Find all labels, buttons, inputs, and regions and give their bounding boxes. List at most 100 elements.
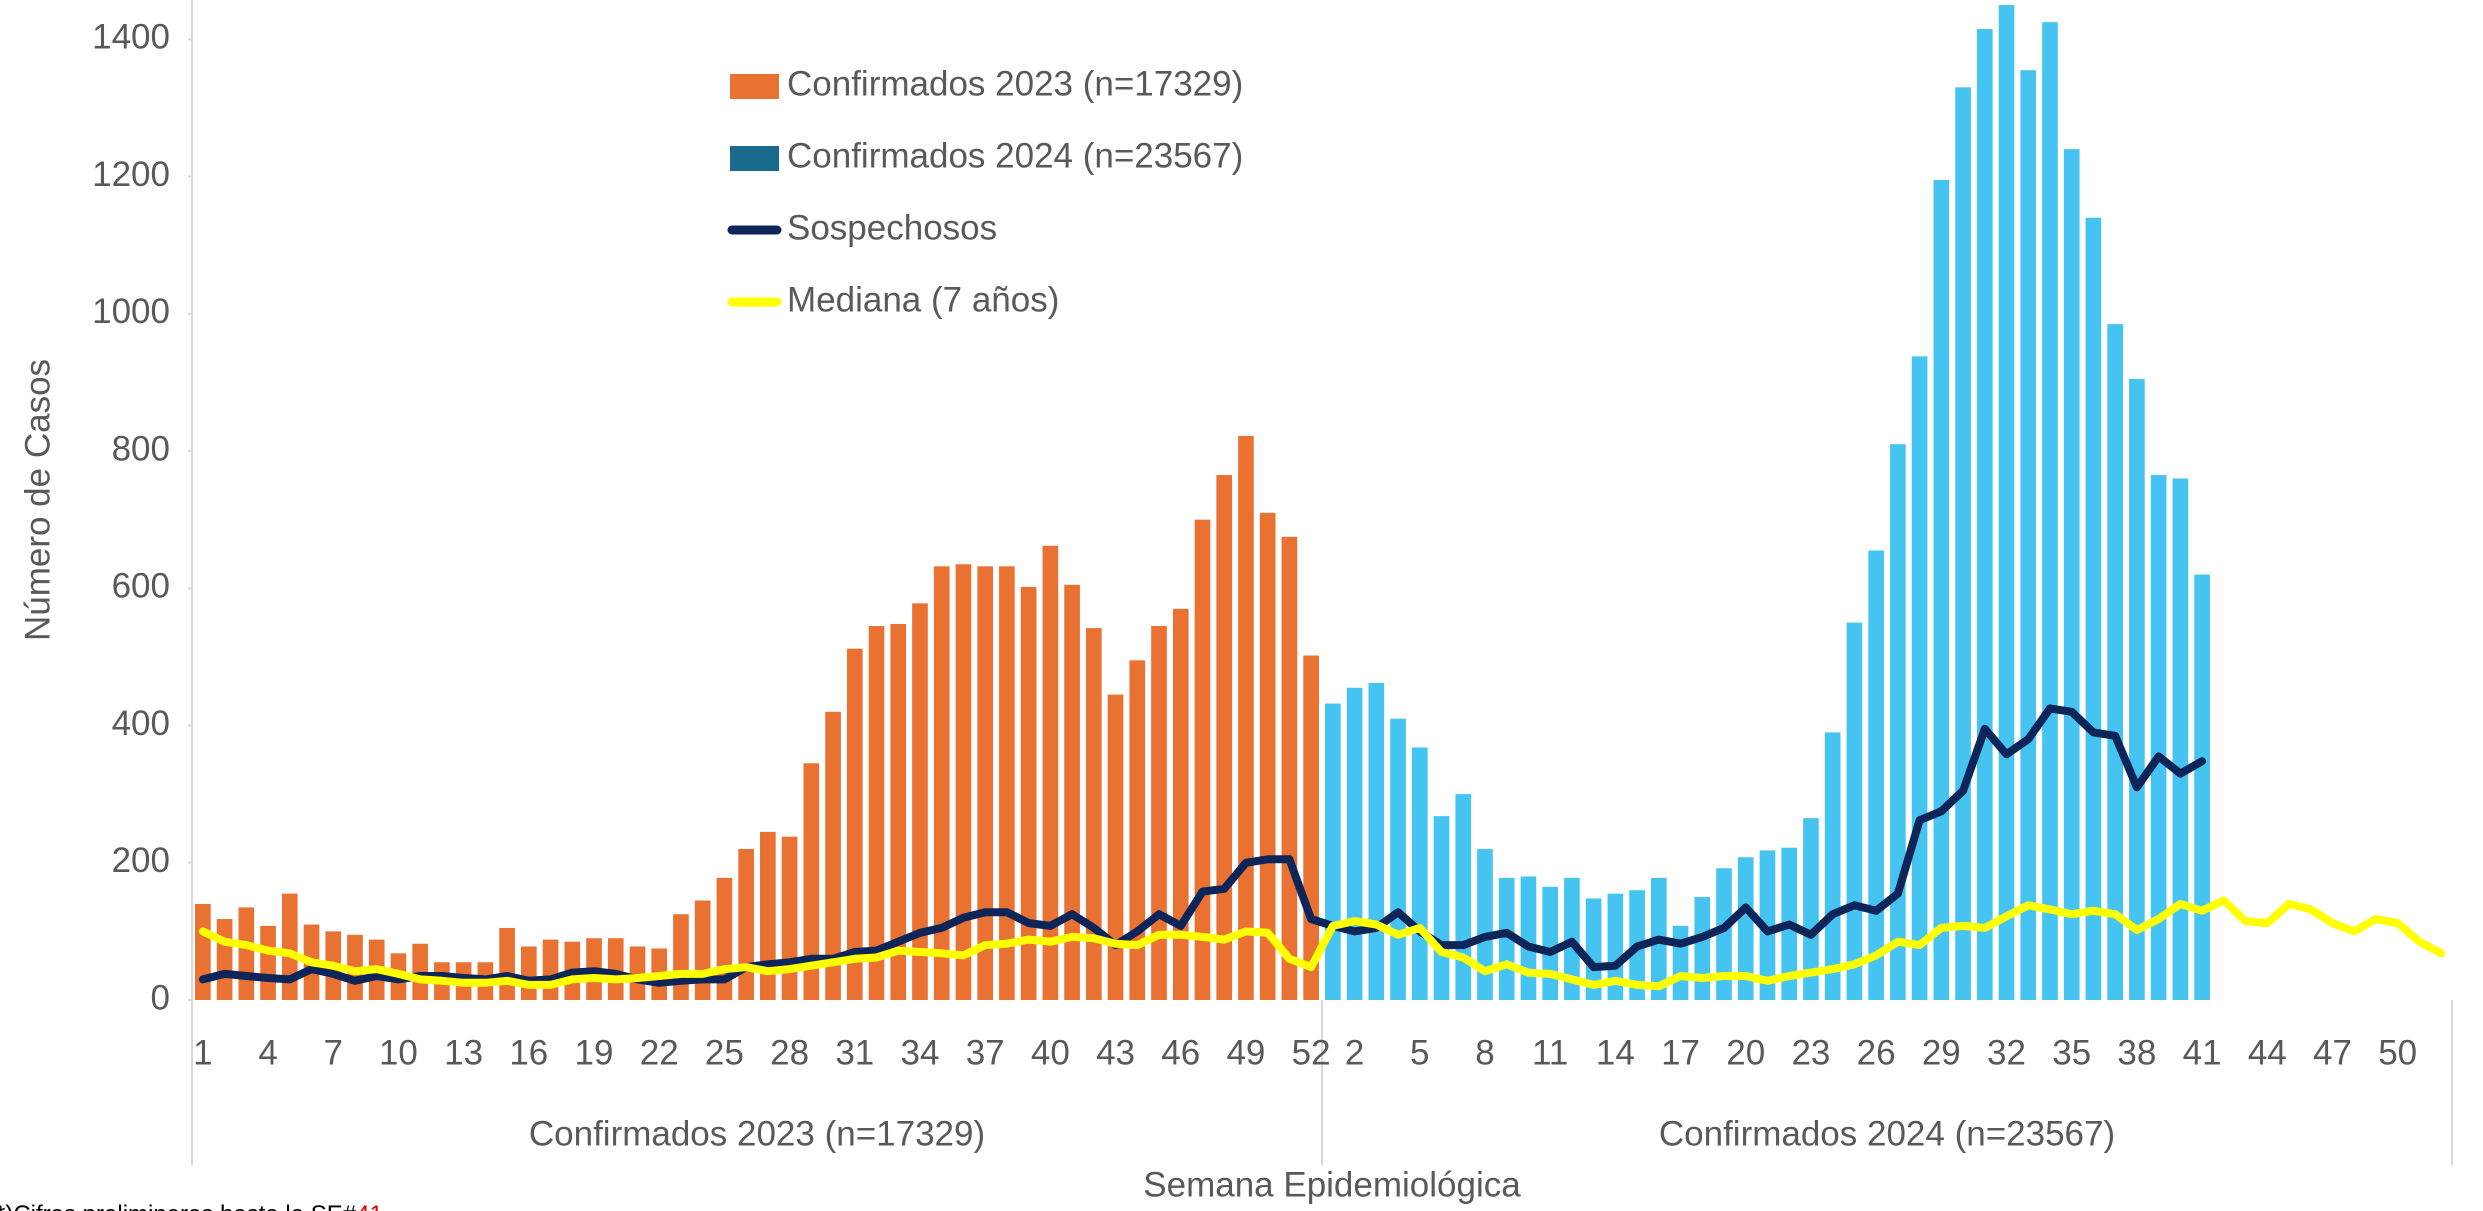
- bar: [1064, 584, 1080, 1000]
- x-tick-label: 43: [1096, 1033, 1135, 1072]
- bar: [1803, 818, 1819, 1000]
- x-tick-label: 20: [1726, 1033, 1765, 1072]
- footnote-text: *)Cifras preliminares hasta la SE#: [0, 1201, 357, 1211]
- legend-label: Confirmados 2023 (n=17329): [787, 64, 1243, 103]
- y-axis-title: Número de Casos: [18, 359, 57, 641]
- x-tick-label: 14: [1596, 1033, 1635, 1072]
- bar: [281, 893, 298, 1000]
- x-tick-label: 7: [324, 1033, 343, 1072]
- bar: [760, 831, 776, 1000]
- legend-label: Confirmados 2024 (n=23567): [787, 136, 1243, 175]
- bar: [1281, 536, 1298, 1000]
- bar: [499, 927, 515, 1000]
- bar: [1151, 626, 1167, 1000]
- x-axis-title: Semana Epidemiológica: [1143, 1165, 1521, 1204]
- bar: [1868, 550, 1884, 1000]
- y-tick-label: 400: [112, 704, 170, 743]
- bar: [2020, 70, 2037, 1001]
- x-tick-label: 19: [575, 1033, 614, 1072]
- x-tick-label: 41: [2183, 1033, 2222, 1072]
- bar: [2042, 22, 2058, 1001]
- bar: [629, 946, 646, 1000]
- bar: [1129, 660, 1146, 1000]
- x-tick-label: 52: [1292, 1033, 1331, 1072]
- bar: [1976, 29, 1993, 1001]
- x-tick-label: 46: [1161, 1033, 1200, 1072]
- bar: [1824, 732, 1841, 1000]
- x-tick-label: 35: [2052, 1033, 2091, 1072]
- bar: [1259, 512, 1276, 1000]
- bar: [1194, 519, 1211, 1000]
- bar: [1042, 545, 1059, 1000]
- x-tick-label: 34: [901, 1033, 940, 1072]
- bar: [825, 711, 841, 1000]
- bar: [238, 907, 255, 1000]
- bar: [1846, 622, 1863, 1000]
- bar: [607, 938, 624, 1000]
- x-tick-label: 5: [1410, 1033, 1429, 1072]
- bar: [1998, 5, 2015, 1000]
- footnote: *)Cifras preliminares hasta la SE#41: [0, 1201, 383, 1211]
- x-tick-label: 16: [509, 1033, 548, 1072]
- x-tick-label: 2: [1345, 1033, 1364, 1072]
- x-tick-label: 49: [1226, 1033, 1265, 1072]
- bar: [1737, 857, 1754, 1000]
- bar: [2172, 478, 2189, 1000]
- bar: [1716, 868, 1732, 1000]
- bar: [2194, 574, 2210, 1000]
- bar: [1020, 586, 1037, 1000]
- bar: [1585, 898, 1602, 1000]
- bar: [1890, 444, 1906, 1000]
- x-tick-label: 37: [966, 1033, 1005, 1072]
- bar: [195, 903, 211, 1000]
- bar: [412, 943, 428, 1000]
- bar: [260, 925, 276, 1000]
- y-tick-label: 1000: [92, 292, 170, 331]
- x-tick-label: 50: [2378, 1033, 2417, 1072]
- y-tick-label: 600: [112, 567, 170, 606]
- bar: [1911, 356, 1928, 1001]
- x-tick-label: 32: [1987, 1033, 2026, 1072]
- bar: [738, 849, 754, 1000]
- bar: [846, 648, 863, 1000]
- bar: [673, 914, 689, 1000]
- bar: [781, 836, 798, 1000]
- bar: [2063, 149, 2080, 1000]
- x-tick-label: 17: [1661, 1033, 1700, 1072]
- y-tick-label: 0: [151, 978, 170, 1017]
- bar: [1672, 925, 1689, 1000]
- bar: [977, 566, 993, 1000]
- y-tick-label: 1200: [92, 155, 170, 194]
- bar: [694, 900, 711, 1000]
- bar: [1172, 608, 1189, 1000]
- x-tick-label: 11: [1532, 1033, 1568, 1072]
- bar: [1216, 475, 1233, 1000]
- footnote-week: 41: [356, 1201, 383, 1211]
- bar: [542, 939, 559, 1000]
- x-tick-label: 40: [1031, 1033, 1070, 1072]
- bar: [2129, 378, 2145, 1000]
- x-tick-label: 25: [705, 1033, 744, 1072]
- bar: [1433, 816, 1450, 1000]
- bar: [1346, 687, 1363, 1000]
- bar: [1759, 850, 1776, 1000]
- bar: [1933, 179, 1950, 1000]
- bar: [912, 603, 928, 1000]
- bar: [216, 919, 233, 1000]
- bar: [890, 623, 907, 1000]
- x-tick-label: 22: [640, 1033, 679, 1072]
- legend-label: Mediana (7 años): [787, 280, 1059, 319]
- y-tick-label: 800: [112, 429, 170, 468]
- bar: [1520, 876, 1537, 1000]
- bar: [1411, 747, 1428, 1000]
- bar: [999, 566, 1015, 1000]
- legend-swatch: [730, 74, 779, 99]
- bar: [521, 946, 537, 1000]
- bar: [1477, 849, 1493, 1000]
- x-tick-label: 28: [770, 1033, 809, 1072]
- x-tick-label: 8: [1475, 1033, 1494, 1072]
- x-tick-label: 4: [258, 1033, 277, 1072]
- group-label: Confirmados 2023 (n=17329): [529, 1114, 985, 1153]
